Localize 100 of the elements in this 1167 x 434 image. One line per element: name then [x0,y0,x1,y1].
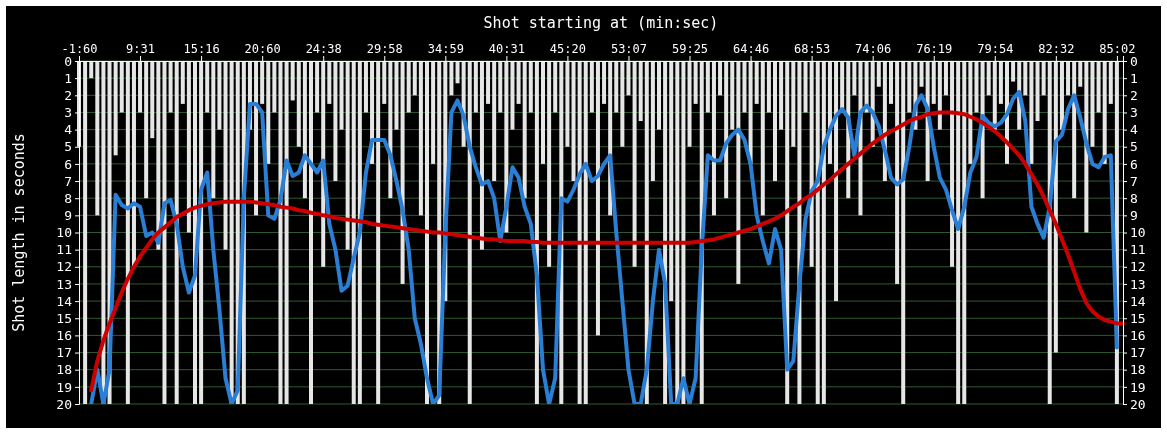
y2-tick-label: 11 [1130,242,1146,258]
bar [296,61,301,147]
y-tick-label: 8 [64,190,72,206]
bar [583,61,588,404]
bar [351,61,356,404]
x-tick-label: 64:46 [733,42,770,56]
bar [412,61,417,96]
bar [333,61,338,182]
bar [1011,61,1016,82]
y-tick-label: 11 [56,242,72,258]
y-tick-label: 12 [56,259,72,275]
y2-tick-label: 20 [1130,396,1146,412]
bar [907,61,912,113]
y-tick-label: 6 [64,156,72,172]
bar [510,61,515,130]
bar [681,61,686,404]
bar [638,61,643,122]
bar [1102,61,1107,164]
bar [724,61,729,199]
bar [211,61,216,199]
y-tick-label: 14 [56,293,73,309]
y2-tick-label: 13 [1130,276,1146,292]
bar [1059,61,1064,130]
y2-tick-label: 12 [1130,259,1146,275]
y2-tick-label: 3 [1130,105,1138,121]
bar [1072,61,1077,199]
bar [406,61,411,113]
x-tick-label: 9:31 [126,42,156,56]
bar [382,61,387,104]
bar [162,61,167,404]
bar [473,61,478,113]
y-tick-label: 3 [64,105,72,121]
bar [675,61,680,404]
bar [284,61,289,404]
bar [339,61,344,130]
bar [119,61,124,113]
bar [852,61,857,96]
bar [150,61,155,139]
bar [998,61,1003,104]
bar [83,61,88,404]
x-tick-label: 15:16 [183,42,220,56]
bar [773,61,777,182]
bar [1041,61,1046,96]
bar [650,61,655,182]
bar [589,61,594,113]
x-tick-label: 85:02 [1099,42,1136,56]
bar [498,61,503,113]
y-tick-label: 4 [64,122,73,138]
bar [131,61,136,267]
bar [425,61,429,404]
bar [669,61,674,302]
bar [125,61,130,404]
bar [1023,61,1028,96]
bar [766,61,771,113]
bar [486,61,491,104]
x-tick-label: 45:20 [549,42,586,56]
y-tick-label: 0 [64,53,72,69]
bar [455,61,460,84]
bar [528,61,533,113]
bar [479,61,484,250]
bar [186,61,191,233]
bar [315,61,320,113]
y-tick-label: 5 [64,139,72,155]
bar [309,61,313,404]
bar [144,61,149,199]
bar [1096,61,1101,113]
bar [223,61,228,250]
bar [803,61,808,113]
y2-tick-label: 15 [1130,310,1146,326]
bar [95,61,100,216]
bar [992,61,997,130]
x-tick-label: 59:25 [671,42,709,56]
bar [779,61,784,130]
bar [736,61,741,284]
bar [711,61,716,216]
bar [174,61,179,404]
bar [553,61,558,113]
bar [577,61,582,404]
y-tick-label: 20 [56,396,72,412]
bar [876,61,881,87]
x-axis-title: Shot starting at (min:sec) [483,14,719,32]
bar [895,61,900,284]
x-tick-label: 68:53 [794,42,831,56]
y-tick-label: 2 [64,87,72,103]
bar [357,61,362,404]
bar [1029,61,1034,164]
bar [632,61,637,267]
bar [931,61,936,104]
bar [901,61,906,404]
bar [254,61,259,216]
x-tick-label: 29:58 [366,42,403,56]
bar [431,61,436,164]
bar [272,61,277,113]
y2-tick-label: 19 [1130,379,1146,395]
bar [290,61,295,101]
bar [821,61,826,404]
y2-tick-label: 16 [1130,328,1146,344]
y2-tick-label: 5 [1130,139,1138,155]
y2-tick-label: 6 [1130,156,1138,172]
y2-tick-label: 10 [1130,225,1146,241]
